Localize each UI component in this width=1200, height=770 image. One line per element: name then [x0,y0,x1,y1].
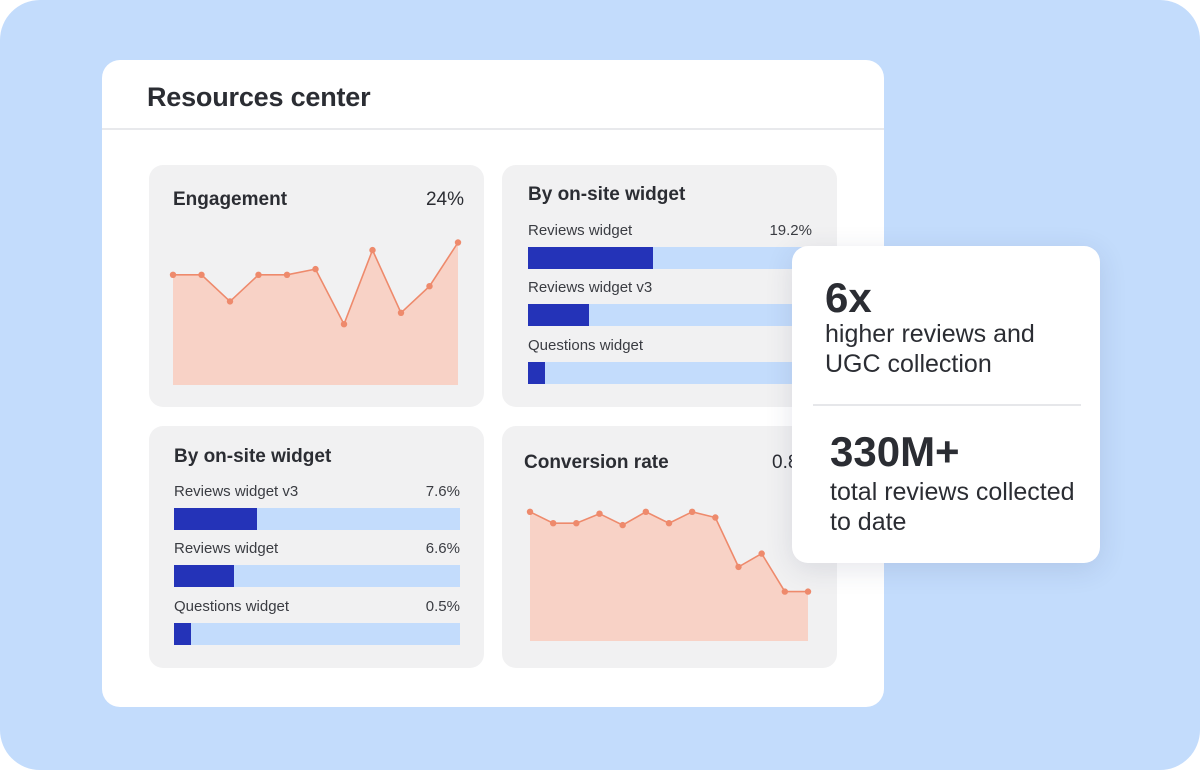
widget-bottom-title: By on-site widget [174,446,332,467]
conversion-chart-point [573,520,580,527]
conversion-chart-area [530,511,808,641]
stat-total-reviews-description: total reviews collected to date [830,478,1075,536]
widget-bottom-row-value: 6.6% [425,540,460,557]
widget-card-bottom[interactable]: By on-site widget Reviews widget v3 7.6%… [149,426,484,668]
widget-top-row-fill [528,304,589,326]
widget-bottom-row-label: Questions widget [174,598,290,615]
stats-divider [813,404,1081,406]
conversion-chart-point [665,520,673,527]
widget-top-row-value: 19.2% [769,222,812,239]
panel-title: Resources center [147,82,371,112]
engagement-chart-point [226,298,234,305]
widget-bottom-row-value: 7.6% [425,483,460,500]
widget-bottom-row-fill [174,508,257,530]
engagement-card[interactable]: Engagement 24% [149,165,484,407]
conversion-card[interactable]: Conversion rate 0.8 [502,426,837,668]
widget-bottom-row-fill [174,565,235,587]
widget-bottom-row-value: 0.5% [425,598,460,615]
conversion-chart [526,508,812,641]
widget-card-top[interactable]: By on-site widget Reviews widget 19.2% R… [502,165,837,407]
conversion-chart-point [642,508,650,515]
conversion-chart-point [804,588,812,595]
conversion-chart-point [688,508,696,515]
engagement-chart-point [397,309,405,316]
engagement-chart-point [454,239,462,246]
widget-bottom-row-fill [174,623,192,645]
conversion-value: 0.8 [772,452,799,473]
widget-top-row-label: Reviews widget [528,222,633,239]
engagement-chart-point [312,265,319,273]
widget-top-row-label: Questions widget [528,337,644,354]
widget-top-row-track [528,304,818,326]
widget-bottom-row-track [174,508,460,530]
widget-bottom-row-track [174,623,460,645]
conversion-chart-point [549,520,557,527]
engagement-title: Engagement [173,189,288,210]
stats-card: 6x higher reviews and UGC collection 330… [792,246,1100,563]
widget-top-row-fill [528,362,546,384]
engagement-chart-point [426,283,433,290]
widget-top-title: By on-site widget [528,184,686,205]
stat-multiplier: 6x [825,274,872,321]
widget-top-row-fill [528,247,653,269]
conversion-chart-point [619,521,626,529]
engagement-chart-point [169,271,177,278]
conversion-title: Conversion rate [524,452,669,473]
conversion-chart-point [712,514,719,521]
conversion-chart-point [735,563,742,571]
widget-bottom-row-track [174,565,460,587]
engagement-chart-point [198,271,205,278]
widget-bottom-row-label: Reviews widget v3 [174,483,299,500]
engagement-chart-point [340,321,348,328]
widget-top-row-track [528,247,818,269]
conversion-chart-point [526,508,534,515]
conversion-chart-point [781,588,789,595]
stat-multiplier-description: higher reviews and UGC collection [825,320,1035,378]
widget-bottom-row-label: Reviews widget [174,540,279,557]
stat-total-reviews: 330M+ [830,428,960,475]
engagement-chart-point [369,246,376,254]
widget-top-row-label: Reviews widget v3 [528,279,653,296]
engagement-chart [169,239,462,385]
conversion-chart-point [596,510,603,517]
engagement-value: 24% [425,189,464,210]
panel-header: Resources center [102,60,884,130]
conversion-chart-point [758,550,765,557]
engagement-chart-point [255,271,262,278]
engagement-chart-area [173,242,458,385]
engagement-chart-point [283,271,291,278]
resources-panel: Resources center Engagement 24% By on-si… [102,60,884,707]
widget-top-row-track [528,362,818,384]
